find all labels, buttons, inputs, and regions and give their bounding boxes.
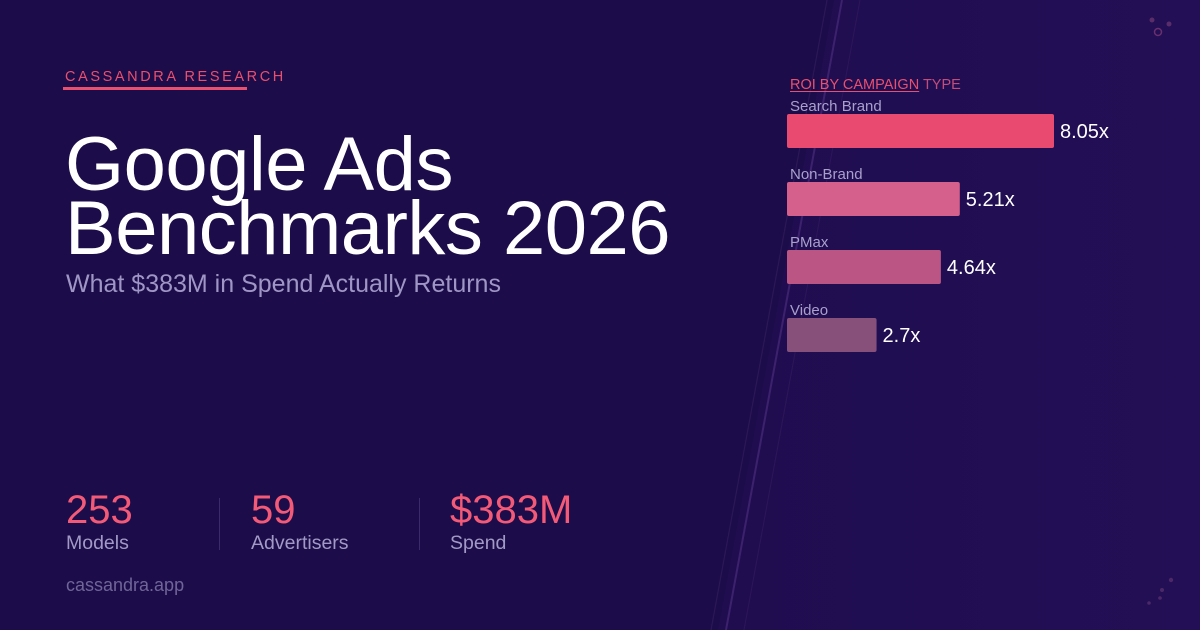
- diagonal-stripe-line: [743, 0, 861, 630]
- right-panel-shape: [718, 0, 1200, 630]
- title-line-1: Google Ads: [65, 122, 453, 207]
- bar-value-label: 4.64x: [947, 257, 996, 279]
- stat-value: 59: [251, 488, 296, 532]
- bar: [787, 114, 1054, 148]
- bar: [787, 250, 941, 284]
- page-title: Google Ads Benchmarks 2026: [65, 122, 671, 271]
- bar-category-label: Non-Brand: [790, 166, 863, 183]
- bar-value-label: 8.05x: [1060, 121, 1109, 143]
- bar: [787, 318, 877, 352]
- dot-cluster-top: [1149, 17, 1172, 37]
- brand-underline: [63, 87, 247, 90]
- stat-advertisers: 59 Advertisers: [251, 488, 349, 554]
- footer-url[interactable]: cassandra.app: [66, 575, 185, 595]
- stat-label: Advertisers: [251, 532, 349, 554]
- subtitle: What $383M in Spend Actually Returns: [66, 270, 501, 298]
- title-line-2: Benchmarks 2026: [65, 186, 671, 271]
- stat-spend: $383M Spend: [450, 488, 572, 554]
- stat-divider: [219, 498, 220, 550]
- dot-cluster-bottom: [1147, 577, 1174, 605]
- brand-name: CASSANDRA RESEARCH: [65, 69, 286, 85]
- stat-value: 253: [66, 488, 133, 532]
- stat-value: $383M: [450, 488, 573, 532]
- brand: CASSANDRA RESEARCH: [63, 69, 286, 90]
- bar-category-label: Search Brand: [790, 98, 882, 115]
- bar-value-label: 2.7x: [883, 325, 921, 347]
- stat-label: Spend: [450, 532, 507, 554]
- bar-value-label: 5.21x: [966, 189, 1015, 211]
- bar-category-label: PMax: [790, 234, 829, 251]
- stat-label: Models: [66, 532, 129, 554]
- diagonal-stripe-line: [725, 0, 843, 630]
- bar-category-label: Video: [790, 302, 828, 319]
- diagonal-stripe-line: [710, 0, 828, 630]
- stat-models: 253 Models: [66, 488, 133, 554]
- stat-divider: [419, 498, 420, 550]
- chart-title-emphasis: ROI BY CAMPAIGN: [790, 77, 920, 93]
- chart-title: ROI BY CAMPAIGN TYPE: [790, 77, 961, 93]
- chart-title-rest: TYPE: [919, 77, 961, 93]
- bar: [787, 182, 960, 216]
